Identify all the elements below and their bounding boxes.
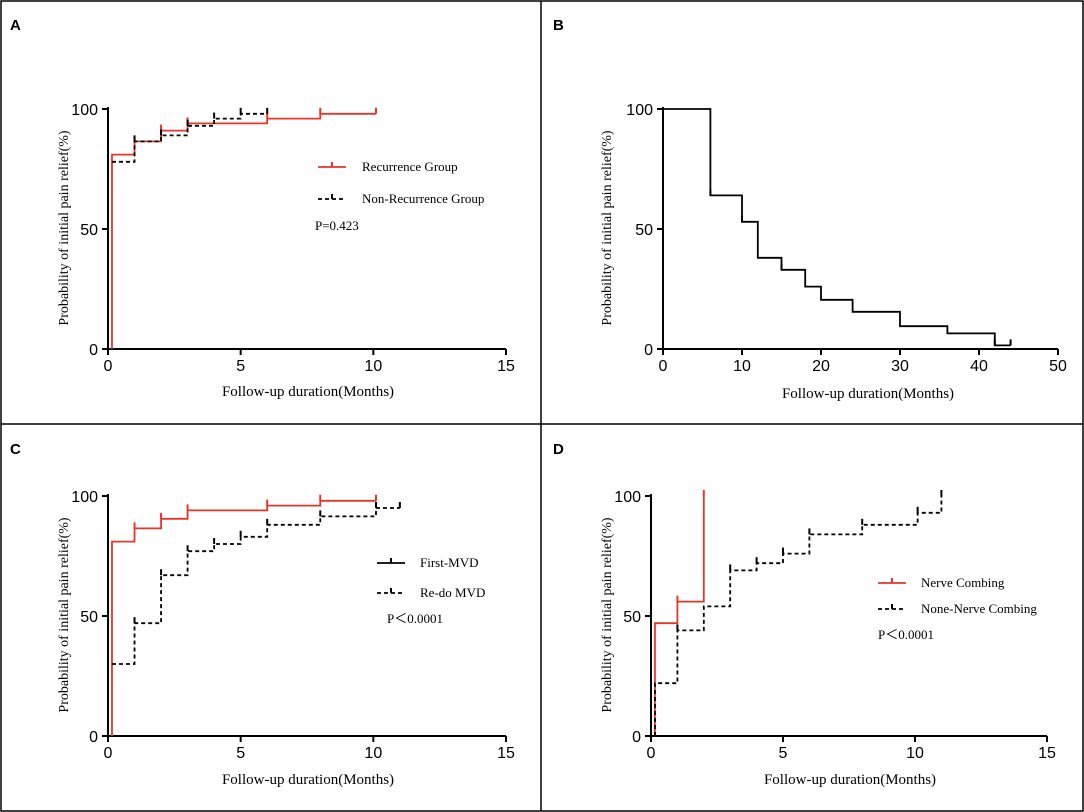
y-tick-label: 100 xyxy=(71,102,98,119)
x-tick-label: 40 xyxy=(970,358,988,375)
plot-area: 0 5 10 15 0 50 100 xyxy=(614,489,1056,762)
x-tick-label: 5 xyxy=(236,358,245,375)
panel-a: A 0 5 10 15 0 50 100 Follow-up duration(Months… xyxy=(10,17,515,400)
x-tick-label: 15 xyxy=(497,358,515,375)
panel-label: C xyxy=(10,441,21,458)
legend: Recurrence Group Non-Recurrence Group xyxy=(318,159,484,206)
p-value-annotation: P＜0.0001 xyxy=(387,611,443,626)
y-tick-label: 50 xyxy=(623,609,641,626)
p-value-annotation: P＜0.0001 xyxy=(878,627,934,642)
x-tick-label: 5 xyxy=(236,745,245,762)
panel-label: A xyxy=(10,17,21,34)
series-line-re-do-mvd xyxy=(111,507,400,665)
y-tick-label: 100 xyxy=(626,102,653,119)
y-tick-label: 0 xyxy=(644,342,653,359)
y-axis-label: Probability of initial pain relief(%) xyxy=(57,130,72,326)
x-tick-label: 50 xyxy=(1049,358,1067,375)
panel-label: D xyxy=(553,441,564,458)
y-tick-label: 0 xyxy=(632,729,641,746)
x-axis-label: Follow-up duration(Months) xyxy=(222,772,394,788)
x-tick-label: 10 xyxy=(733,358,751,375)
series-line-first-mvd xyxy=(111,499,376,736)
panel-label: B xyxy=(553,17,564,34)
y-axis-label: Probability of initial pain relief(%) xyxy=(600,130,615,326)
y-tick-label: 50 xyxy=(80,609,98,626)
x-axis-label: Follow-up duration(Months) xyxy=(222,384,394,400)
x-tick-label: 15 xyxy=(1038,745,1056,762)
legend-label: Recurrence Group xyxy=(362,159,458,174)
panel-d: D 0 5 10 15 0 50 100 Follow-up duration(Months… xyxy=(553,441,1056,788)
x-tick-label: 15 xyxy=(497,745,515,762)
x-axis-label: Follow-up duration(Months) xyxy=(782,386,954,402)
y-tick-label: 0 xyxy=(89,729,98,746)
x-tick-label: 0 xyxy=(104,745,113,762)
panel-c: C 0 5 10 15 0 50 100 Follow-up duration(Months… xyxy=(10,441,515,788)
legend: Nerve Combing None-Nerve Combing xyxy=(878,575,1037,616)
y-axis-label: Probability of initial pain relief(%) xyxy=(57,517,72,713)
x-tick-label: 10 xyxy=(364,745,382,762)
series-line-non-recurrence-group xyxy=(111,112,268,163)
y-tick-label: 0 xyxy=(89,342,98,359)
series-line-survival xyxy=(663,108,1011,347)
x-tick-label: 0 xyxy=(659,358,668,375)
x-tick-label: 10 xyxy=(906,745,924,762)
x-tick-label: 20 xyxy=(812,358,830,375)
legend: First-MVD Re-do MVD xyxy=(377,555,485,600)
y-tick-label: 100 xyxy=(71,489,98,506)
y-tick-label: 100 xyxy=(614,489,641,506)
x-tick-label: 5 xyxy=(779,745,788,762)
legend-label: None-Nerve Combing xyxy=(921,601,1037,616)
plot-area: 0 5 10 15 0 50 100 xyxy=(71,489,515,762)
x-tick-label: 10 xyxy=(364,358,382,375)
legend-label: Non-Recurrence Group xyxy=(362,191,484,206)
legend-label: First-MVD xyxy=(420,555,479,570)
y-tick-label: 50 xyxy=(80,222,98,239)
x-tick-label: 30 xyxy=(891,358,909,375)
legend-label: Re-do MVD xyxy=(420,585,485,600)
y-tick-label: 50 xyxy=(635,222,653,239)
x-axis-label: Follow-up duration(Months) xyxy=(764,772,936,788)
series-line-none-nerve-combing xyxy=(654,496,943,736)
p-value-annotation: P=0.423 xyxy=(315,218,359,233)
panel-b: B 0 10 20 30 40 50 0 50 100 Follow-up duration(M… xyxy=(553,17,1067,402)
legend-label: Nerve Combing xyxy=(921,575,1005,590)
x-tick-label: 0 xyxy=(104,358,113,375)
series-line-nerve-combing xyxy=(654,496,705,736)
plot-area: 0 10 20 30 40 50 0 50 100 xyxy=(626,102,1067,375)
plot-area: 0 5 10 15 0 50 100 xyxy=(71,102,515,375)
x-tick-label: 0 xyxy=(647,745,656,762)
y-axis-label: Probability of initial pain relief(%) xyxy=(600,517,615,713)
